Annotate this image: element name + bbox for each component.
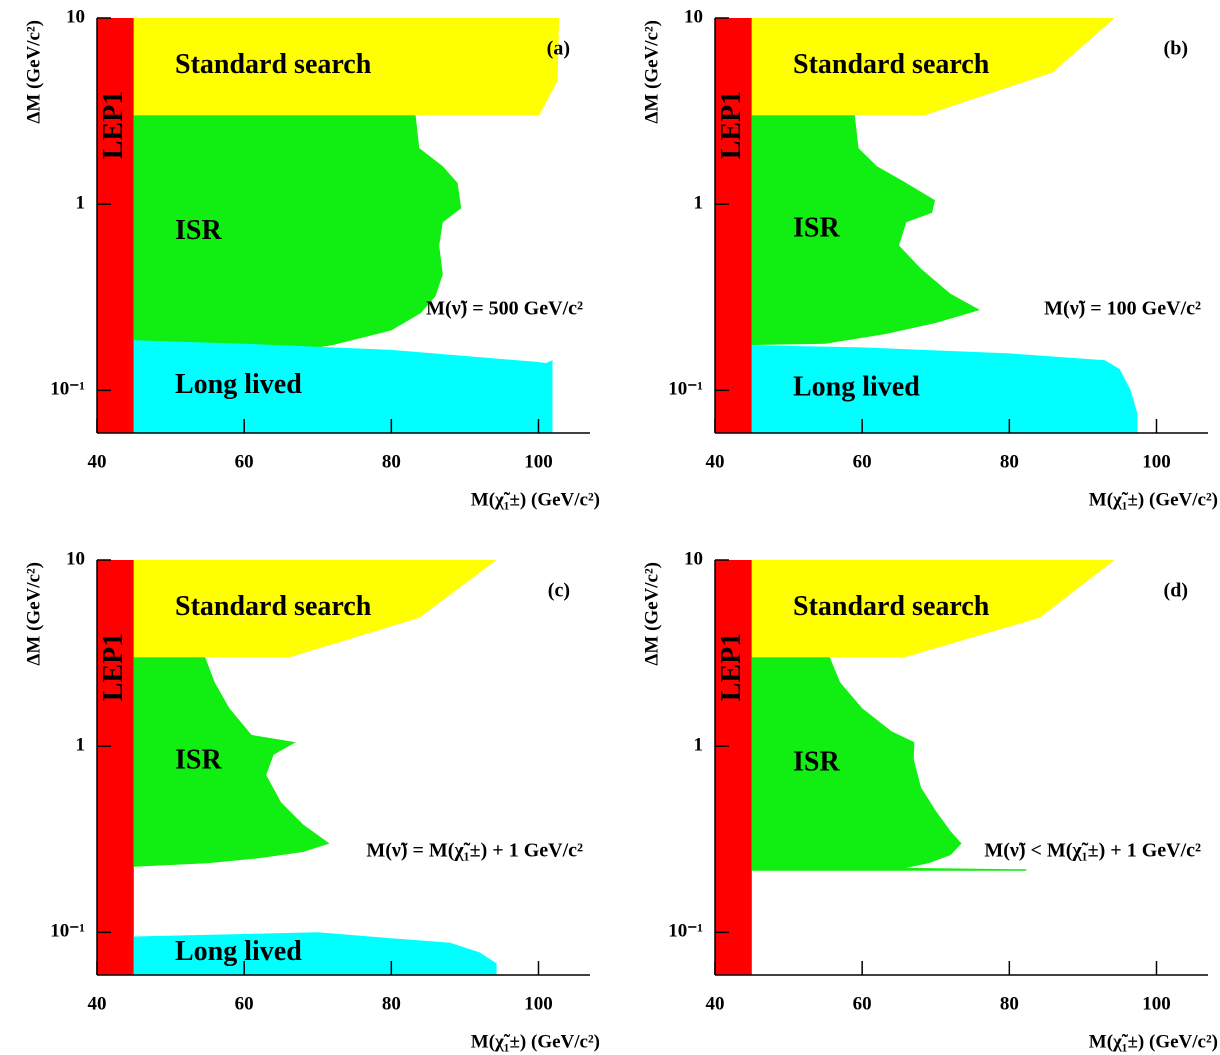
x-tick-label: 80 xyxy=(382,993,401,1014)
x-axis-label: M(χ̃₁±) (GeV/c²) xyxy=(1089,489,1218,510)
annotation: M(ν̃) = M(χ̃₁±) + 1 GeV/c² xyxy=(366,840,583,862)
x-tick-label: 100 xyxy=(1142,451,1171,472)
y-tick-label: 10 xyxy=(684,6,703,27)
region-label: Standard search xyxy=(175,591,372,622)
region xyxy=(715,18,752,433)
region xyxy=(751,560,1115,658)
region-label: Long lived xyxy=(175,369,302,400)
panel: LEP1 Standard search ISR Long lived 40 60 80 10… xyxy=(23,548,600,1052)
y-tick-label: 10 xyxy=(66,548,85,569)
region-label: ISR xyxy=(175,215,222,246)
region xyxy=(133,340,553,433)
region xyxy=(133,115,462,350)
x-tick-label: 40 xyxy=(706,993,725,1014)
region xyxy=(97,560,134,975)
x-tick-label: 100 xyxy=(524,451,553,472)
regions xyxy=(97,560,497,975)
annotation: M(ν̃) = 100 GeV/c² xyxy=(1044,298,1201,320)
x-axis-label: M(χ̃₁±) (GeV/c²) xyxy=(471,489,600,510)
panel: LEP1 Standard search ISR Long lived 40 60 80 10… xyxy=(641,6,1218,510)
annotation: M(ν̃) = 500 GeV/c² xyxy=(426,298,583,320)
region-label: ISR xyxy=(793,213,840,244)
x-tick-label: 80 xyxy=(1000,451,1019,472)
region xyxy=(751,345,1138,433)
region xyxy=(751,18,1115,116)
x-tick-label: 100 xyxy=(1142,993,1171,1014)
regions xyxy=(715,18,1138,433)
panel: LEP1 Standard search ISR Long lived 40 60 80 10… xyxy=(23,6,600,510)
regions xyxy=(715,560,1115,975)
x-tick-label: 80 xyxy=(382,451,401,472)
y-tick-label: 10⁻¹ xyxy=(50,379,85,400)
x-axis-label: M(χ̃₁±) (GeV/c²) xyxy=(471,1031,600,1052)
x-tick-label: 80 xyxy=(1000,993,1019,1014)
y-axis-label: ΔM (GeV/c²) xyxy=(23,20,44,124)
panel-label: (a) xyxy=(547,38,570,60)
region xyxy=(133,657,330,867)
y-axis-label: ΔM (GeV/c²) xyxy=(23,562,44,666)
panel: LEP1 Standard search ISR 40 60 80 100 10⁻¹ 1 10 M(… xyxy=(641,548,1218,1052)
annotation: M(ν̃) < M(χ̃₁±) + 1 GeV/c² xyxy=(984,840,1201,862)
x-tick-label: 100 xyxy=(524,993,553,1014)
y-tick-label: 10 xyxy=(66,6,85,27)
region-label: LEP1 xyxy=(716,633,747,701)
x-tick-label: 40 xyxy=(706,451,725,472)
region xyxy=(133,560,497,658)
y-axis-label: ΔM (GeV/c²) xyxy=(641,562,662,666)
region-label: Long lived xyxy=(793,371,920,402)
panel-label: (b) xyxy=(1164,38,1188,60)
y-tick-label: 1 xyxy=(694,193,704,214)
region xyxy=(133,18,560,116)
region-label: Standard search xyxy=(793,49,990,80)
region-label: ISR xyxy=(175,744,222,775)
region-label: ISR xyxy=(793,747,840,778)
x-tick-label: 60 xyxy=(235,451,254,472)
panel-label: (d) xyxy=(1164,580,1188,602)
region-label: Standard search xyxy=(793,591,990,622)
x-tick-label: 60 xyxy=(235,993,254,1014)
x-tick-label: 40 xyxy=(88,993,107,1014)
y-tick-label: 10⁻¹ xyxy=(668,921,703,942)
x-tick-label: 60 xyxy=(853,993,872,1014)
y-tick-label: 1 xyxy=(76,735,86,756)
y-tick-label: 1 xyxy=(694,735,704,756)
region-label: LEP1 xyxy=(98,633,129,701)
y-tick-label: 10 xyxy=(684,548,703,569)
region xyxy=(133,932,497,975)
region-label: Standard search xyxy=(175,49,372,80)
y-tick-label: 10⁻¹ xyxy=(50,921,85,942)
x-tick-label: 60 xyxy=(853,451,872,472)
region xyxy=(97,18,134,433)
y-axis-label: ΔM (GeV/c²) xyxy=(641,20,662,124)
region-label: LEP1 xyxy=(98,91,129,159)
region-label: Long lived xyxy=(175,936,302,967)
regions xyxy=(97,18,560,433)
x-tick-label: 40 xyxy=(88,451,107,472)
region xyxy=(751,657,1027,871)
y-tick-label: 10⁻¹ xyxy=(668,379,703,400)
panel-label: (c) xyxy=(548,580,570,602)
y-tick-label: 1 xyxy=(76,193,86,214)
x-axis-label: M(χ̃₁±) (GeV/c²) xyxy=(1089,1031,1218,1052)
region xyxy=(751,115,980,346)
region-label: LEP1 xyxy=(716,91,747,159)
region xyxy=(715,560,752,975)
